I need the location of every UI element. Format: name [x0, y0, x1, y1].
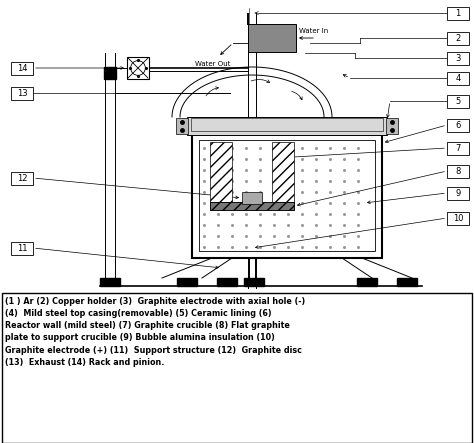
Bar [447, 7, 469, 19]
Bar [447, 211, 469, 225]
Text: 10: 10 [453, 214, 463, 222]
Bar [397, 278, 417, 286]
Text: 6: 6 [456, 120, 461, 129]
Text: 7: 7 [456, 144, 461, 152]
Bar [242, 192, 262, 204]
Bar [386, 118, 398, 134]
Text: 12: 12 [17, 174, 27, 183]
Bar [11, 171, 33, 184]
Bar [244, 278, 264, 286]
Text: 4: 4 [456, 74, 461, 82]
Text: 11: 11 [17, 244, 27, 253]
Bar [177, 278, 197, 286]
Bar [187, 117, 387, 135]
Bar [2, 293, 472, 443]
Bar [357, 278, 377, 286]
Text: 2: 2 [456, 34, 461, 43]
Bar [199, 140, 375, 251]
Text: 9: 9 [456, 189, 461, 198]
Text: 14: 14 [17, 63, 27, 73]
Text: 5: 5 [456, 97, 461, 105]
Bar [447, 94, 469, 108]
Text: Water In: Water In [299, 28, 328, 34]
Text: Water Out: Water Out [195, 61, 230, 67]
Bar [127, 57, 149, 79]
Bar [210, 202, 294, 210]
Bar [210, 202, 294, 210]
Bar [447, 71, 469, 85]
Bar [11, 241, 33, 254]
Bar [447, 187, 469, 199]
Text: (1 ) Ar (2) Copper holder (3)  Graphite electrode with axial hole (-)
(4)  Mild : (1 ) Ar (2) Copper holder (3) Graphite e… [5, 297, 305, 367]
Bar [447, 118, 469, 132]
Bar [248, 24, 296, 52]
Bar [191, 118, 383, 131]
Bar [176, 118, 188, 134]
Text: 3: 3 [456, 54, 461, 62]
Text: 13: 13 [17, 89, 27, 97]
Bar [100, 278, 120, 286]
Bar [447, 31, 469, 44]
Bar [11, 86, 33, 100]
Bar [104, 67, 116, 79]
Bar [192, 133, 382, 258]
Text: 1: 1 [456, 8, 461, 18]
Bar [210, 142, 232, 202]
Bar [217, 278, 237, 286]
Bar [11, 62, 33, 74]
Bar [447, 164, 469, 178]
Bar [272, 142, 294, 202]
Text: 8: 8 [456, 167, 461, 175]
Bar [447, 141, 469, 155]
Bar [447, 51, 469, 65]
